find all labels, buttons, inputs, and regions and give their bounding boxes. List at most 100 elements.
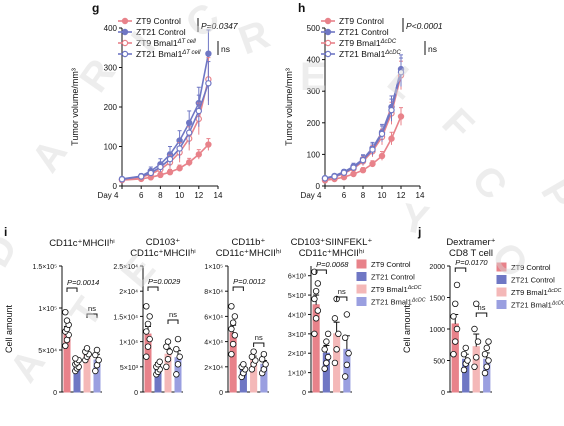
- legend-marker: [121, 50, 129, 58]
- watermark-letter: E: [300, 55, 327, 99]
- data-point: [260, 351, 268, 358]
- legend-marker: [324, 39, 332, 47]
- data-point: [92, 367, 99, 375]
- data-point: [83, 345, 91, 352]
- data-point: [464, 357, 471, 364]
- y-tick-label: 200: [307, 119, 321, 128]
- legend-label: ZT9 Control: [339, 16, 384, 26]
- data-point: [144, 320, 152, 328]
- legend-label: ZT9 Control: [511, 263, 551, 272]
- ns-bracket: [167, 319, 179, 324]
- data-point: [473, 300, 480, 307]
- data-point: [166, 155, 174, 163]
- legend-label: ZT21 Bmal1ΔT cell: [136, 49, 201, 59]
- p-value: P=0.0029: [148, 277, 181, 286]
- data-point: [341, 334, 349, 341]
- data-point: [174, 361, 182, 368]
- panel-letter: h: [298, 1, 305, 15]
- x-tick-label: 8: [361, 191, 366, 200]
- legend-label: ZT9 Bmal1ΔcDC: [511, 288, 562, 297]
- y-tick-label: 100: [307, 150, 321, 159]
- data-point: [95, 356, 102, 364]
- data-point: [144, 343, 152, 350]
- data-point: [483, 363, 490, 370]
- y-axis-label: Cell amount: [402, 304, 412, 353]
- data-point: [378, 152, 386, 160]
- x-tick-label: 10: [378, 191, 387, 200]
- x-tick-label: 14: [214, 191, 223, 200]
- ns-label: ns: [255, 333, 263, 342]
- data-point: [164, 356, 172, 363]
- data-point: [350, 164, 357, 171]
- data-point: [331, 315, 339, 322]
- data-point: [314, 307, 322, 314]
- legend-label: ZT21 Control: [511, 276, 555, 285]
- legend-swatch: [496, 262, 507, 272]
- data-point: [157, 163, 164, 171]
- x-tick-label: 12: [194, 191, 203, 200]
- data-point: [137, 173, 145, 180]
- bar-panel-i1: i CD11c⁺MHCIIʰⁱ 0 5×10⁴ 1×10⁵ 1.5×10⁵ Cell amo…: [4, 225, 115, 397]
- y-axis-label: Tumor volume/mm³: [284, 68, 294, 146]
- data-point: [176, 353, 183, 360]
- data-point: [195, 107, 202, 115]
- y-axis-label: Cell amount: [4, 304, 14, 353]
- data-point: [93, 346, 101, 354]
- y-tick-label: 1×10³: [288, 371, 307, 378]
- line-panel-g: g 0 100 200 300 400 Day 4 6 8 10 12 14 Tumor volume/…: [70, 1, 238, 200]
- legend-swatch: [496, 275, 507, 284]
- data-point: [164, 338, 172, 345]
- y-tick-label: 0: [53, 390, 57, 397]
- data-point: [240, 361, 247, 368]
- legend-marker: [121, 17, 129, 25]
- data-point: [205, 141, 212, 148]
- data-point: [481, 351, 489, 358]
- y-tick-label: 0: [219, 390, 223, 397]
- data-point: [205, 80, 212, 87]
- data-point: [146, 335, 153, 343]
- data-point: [185, 129, 193, 136]
- legend-swatch: [356, 284, 367, 294]
- panel-title: CD11c⁺MHCIIʰⁱ: [216, 248, 282, 259]
- series-line: [121, 79, 210, 181]
- y-tick-label: 0: [441, 390, 445, 397]
- data-point: [485, 357, 492, 364]
- legend-swatch: [496, 287, 507, 297]
- bar-panel-i3: CD11b⁺CD11c⁺MHCIIʰⁱ 0 2×10⁴ 4×10⁴ 6×10⁴ 8×10⁴…: [204, 237, 281, 397]
- data-point: [453, 281, 461, 289]
- p-value: P=0.0068: [316, 260, 349, 269]
- ns-label: ns: [478, 303, 486, 312]
- legend-label: ZT21 Control: [339, 27, 389, 37]
- panel-title: CD8 T cell: [449, 248, 493, 259]
- y-tick-label: 1500: [429, 296, 445, 303]
- data-point: [471, 363, 478, 370]
- data-point: [450, 313, 457, 320]
- data-point: [453, 325, 461, 333]
- x-tick-label: 6: [342, 191, 347, 200]
- y-tick-label: 1.5×10⁵: [32, 264, 57, 271]
- panel-letter: i: [4, 225, 7, 239]
- data-point: [185, 159, 193, 166]
- panel-letter: g: [92, 1, 99, 15]
- bar-panel-j: j Dextramer⁺CD8 T cell 0 500 1000 1500 2000 Cel…: [402, 225, 564, 397]
- legend-marker: [324, 17, 332, 25]
- significance-bracket: [66, 287, 78, 292]
- data-point: [331, 173, 338, 180]
- watermark-letter: C: [463, 158, 515, 208]
- legend-label: ZT21 Bmal1ΔcDC: [371, 298, 426, 307]
- data-point: [174, 335, 182, 343]
- data-point: [72, 355, 79, 362]
- legend-label: ZT21 Control: [136, 27, 186, 37]
- significance-bracket: [454, 267, 467, 272]
- data-point: [250, 348, 257, 355]
- x-tick-label: 8: [158, 191, 163, 200]
- x-tick-label: 14: [416, 191, 425, 200]
- data-point: [173, 371, 180, 378]
- data-point: [143, 353, 150, 360]
- y-tick-label: 1.5×10⁴: [113, 314, 138, 321]
- significance-bracket: [147, 286, 159, 291]
- ns-bracket: [253, 342, 265, 347]
- data-point: [229, 319, 237, 326]
